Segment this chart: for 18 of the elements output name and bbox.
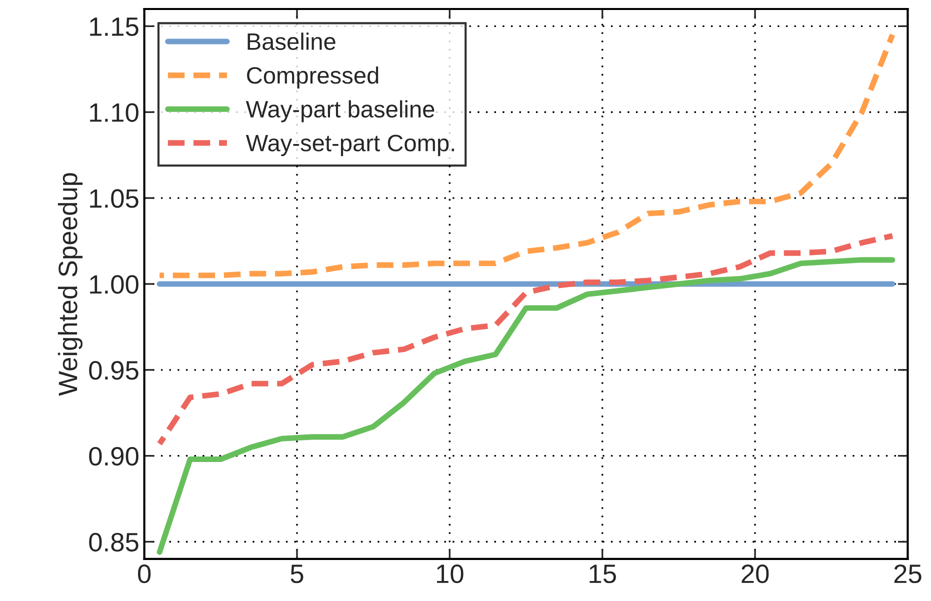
legend-label: Way-set-part Comp.: [246, 134, 454, 156]
y-tick-label: 1.10: [90, 103, 138, 122]
x-tick-label: 5: [290, 564, 304, 584]
x-tick-label: 0: [138, 564, 151, 584]
legend-label: Baseline: [248, 32, 336, 50]
x-tick-label: 25: [894, 564, 922, 584]
x-tick-label: 20: [742, 564, 769, 584]
y-tick-label: 1.00: [90, 275, 138, 294]
y-tick-label: 1.05: [90, 189, 138, 208]
y-tick-label: 0.85: [89, 532, 138, 552]
y-axis-title: Weighted Speedup: [58, 173, 83, 396]
x-tick-label: 10: [437, 564, 464, 584]
y-tick-label: 1.15: [90, 18, 138, 36]
y-tick-label: 0.90: [89, 446, 138, 466]
legend-label: Way-part baseline: [246, 100, 434, 122]
y-tick-label: 0.95: [89, 361, 138, 380]
x-tick-label: 15: [590, 564, 616, 584]
legend-label: Compressed: [247, 66, 378, 88]
